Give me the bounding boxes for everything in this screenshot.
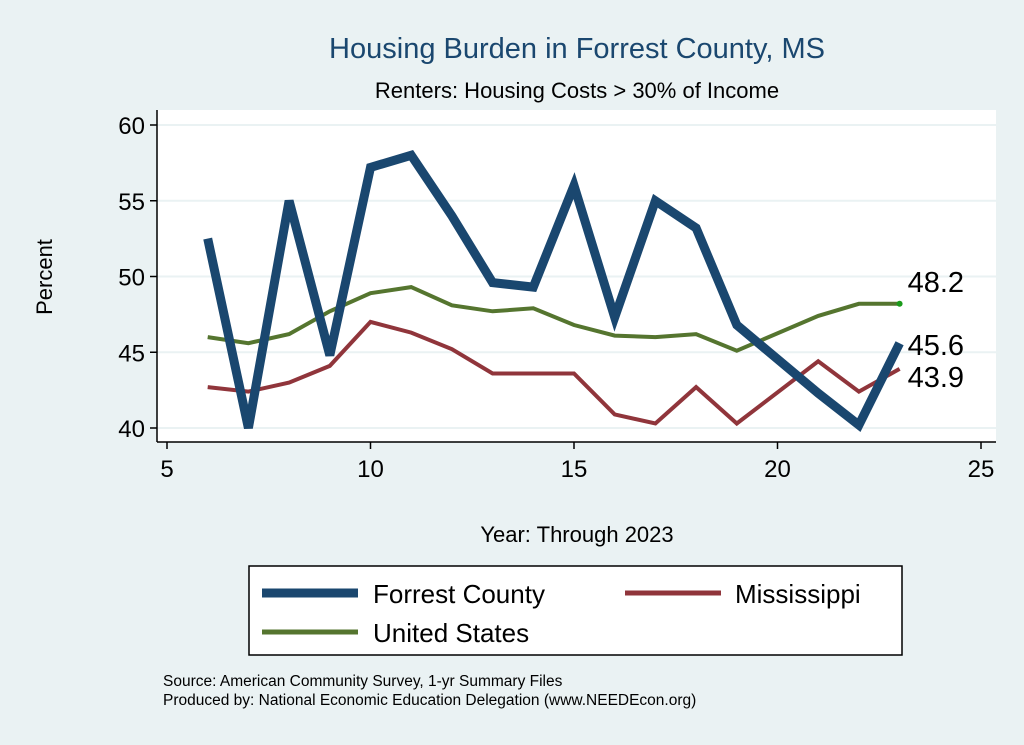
y-tick-label: 55 <box>118 189 145 216</box>
y-tick-label: 60 <box>118 113 145 140</box>
end-value-label: 45.6 <box>908 330 964 362</box>
legend-label-mississippi: Mississippi <box>735 579 861 609</box>
y-tick-label: 40 <box>118 416 145 443</box>
x-tick-label: 15 <box>561 456 588 483</box>
end-marker <box>896 300 903 307</box>
y-tick-label: 45 <box>118 340 145 367</box>
x-tick-label: 5 <box>160 456 173 483</box>
x-tick-label: 25 <box>968 456 995 483</box>
legend-box <box>248 565 903 656</box>
chart-title: Housing Burden in Forrest County, MS <box>329 33 825 65</box>
end-value-label: 48.2 <box>908 267 964 299</box>
chart-subtitle: Renters: Housing Costs > 30% of Income <box>375 78 779 103</box>
y-axis-label: Percent <box>32 239 57 315</box>
producer-note: Produced by: National Economic Education… <box>163 692 697 709</box>
x-tick-label: 10 <box>357 456 384 483</box>
legend: Forrest County Mississippi United States <box>248 565 903 656</box>
x-tick-label: 20 <box>764 456 791 483</box>
end-value-label: 43.9 <box>908 362 964 394</box>
y-tick-label: 50 <box>118 265 145 292</box>
source-note: Source: American Community Survey, 1-yr … <box>163 673 563 690</box>
legend-label-us: United States <box>373 618 529 648</box>
x-axis-label: Year: Through 2023 <box>480 522 673 547</box>
legend-label-forrest: Forrest County <box>373 579 545 609</box>
